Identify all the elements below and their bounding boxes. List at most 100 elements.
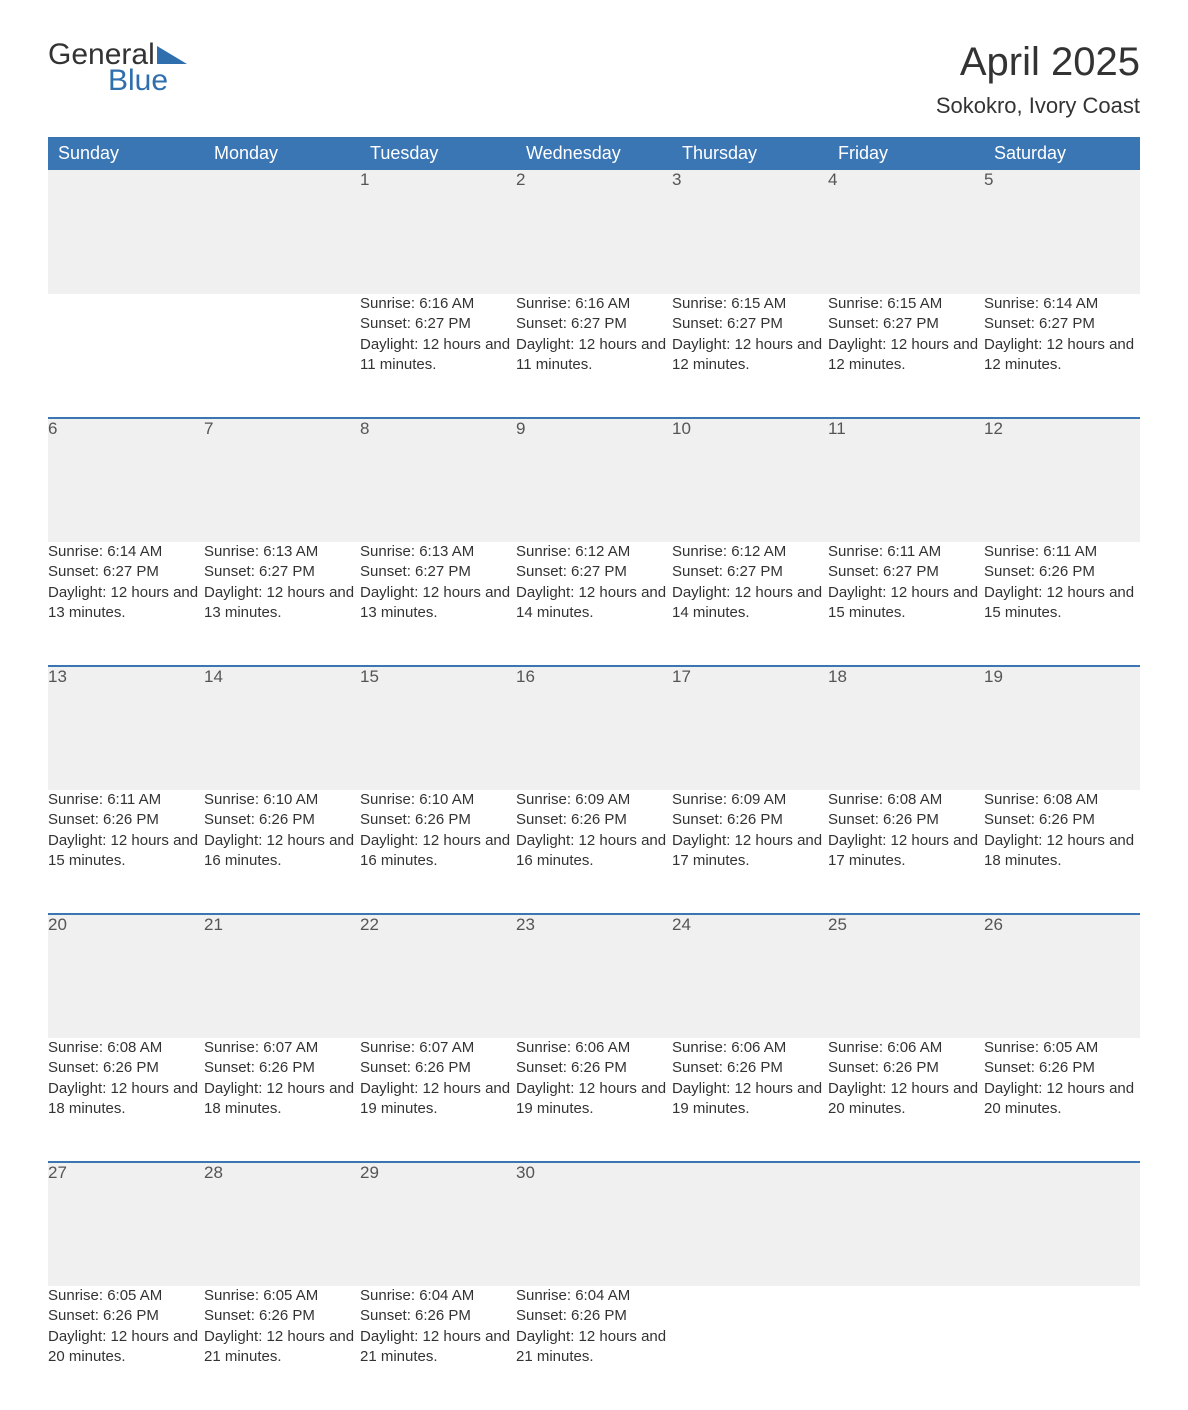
sunset-text: Sunset: 6:26 PM xyxy=(48,1058,204,1078)
day-content-cell: Sunrise: 6:12 AMSunset: 6:27 PMDaylight:… xyxy=(516,542,672,666)
sunrise-text: Sunrise: 6:09 AM xyxy=(672,790,828,810)
day-content-row: Sunrise: 6:08 AMSunset: 6:26 PMDaylight:… xyxy=(48,1038,1140,1162)
weekday-header: Tuesday xyxy=(360,137,516,170)
daylight-text: Daylight: 12 hours and 20 minutes. xyxy=(828,1079,984,1120)
sunrise-text: Sunrise: 6:12 AM xyxy=(516,542,672,562)
sunrise-text: Sunrise: 6:12 AM xyxy=(672,542,828,562)
day-number-cell: 12 xyxy=(984,418,1140,542)
sunset-text: Sunset: 6:27 PM xyxy=(516,314,672,334)
sunrise-text: Sunrise: 6:11 AM xyxy=(828,542,984,562)
day-content-cell: Sunrise: 6:11 AMSunset: 6:27 PMDaylight:… xyxy=(828,542,984,666)
daylight-text: Daylight: 12 hours and 14 minutes. xyxy=(672,583,828,624)
day-content-cell: Sunrise: 6:14 AMSunset: 6:27 PMDaylight:… xyxy=(48,542,204,666)
day-content-cell: Sunrise: 6:05 AMSunset: 6:26 PMDaylight:… xyxy=(48,1286,204,1410)
sunset-text: Sunset: 6:26 PM xyxy=(672,810,828,830)
weekday-header-row: SundayMondayTuesdayWednesdayThursdayFrid… xyxy=(48,137,1140,170)
day-number-cell: 16 xyxy=(516,666,672,790)
day-content-cell xyxy=(984,1286,1140,1410)
day-number-cell: 6 xyxy=(48,418,204,542)
location: Sokokro, Ivory Coast xyxy=(936,93,1140,119)
day-content-row: Sunrise: 6:16 AMSunset: 6:27 PMDaylight:… xyxy=(48,294,1140,418)
sunrise-text: Sunrise: 6:09 AM xyxy=(516,790,672,810)
day-number-cell: 11 xyxy=(828,418,984,542)
day-content-row: Sunrise: 6:14 AMSunset: 6:27 PMDaylight:… xyxy=(48,542,1140,666)
day-content-cell: Sunrise: 6:06 AMSunset: 6:26 PMDaylight:… xyxy=(516,1038,672,1162)
weekday-header: Thursday xyxy=(672,137,828,170)
sunrise-text: Sunrise: 6:14 AM xyxy=(48,542,204,562)
day-number-cell: 25 xyxy=(828,914,984,1038)
sunset-text: Sunset: 6:26 PM xyxy=(360,1058,516,1078)
day-number-cell xyxy=(48,170,204,294)
sunrise-text: Sunrise: 6:10 AM xyxy=(360,790,516,810)
sunset-text: Sunset: 6:26 PM xyxy=(360,1306,516,1326)
sunrise-text: Sunrise: 6:06 AM xyxy=(828,1038,984,1058)
sunset-text: Sunset: 6:26 PM xyxy=(516,810,672,830)
daylight-text: Daylight: 12 hours and 20 minutes. xyxy=(984,1079,1140,1120)
day-content-cell: Sunrise: 6:05 AMSunset: 6:26 PMDaylight:… xyxy=(204,1286,360,1410)
daylight-text: Daylight: 12 hours and 12 minutes. xyxy=(984,335,1140,376)
weekday-header: Sunday xyxy=(48,137,204,170)
sunset-text: Sunset: 6:27 PM xyxy=(672,314,828,334)
day-number-row: 6789101112 xyxy=(48,418,1140,542)
weekday-header: Wednesday xyxy=(516,137,672,170)
day-content-cell: Sunrise: 6:07 AMSunset: 6:26 PMDaylight:… xyxy=(204,1038,360,1162)
day-number-cell: 19 xyxy=(984,666,1140,790)
sunrise-text: Sunrise: 6:04 AM xyxy=(360,1286,516,1306)
daylight-text: Daylight: 12 hours and 13 minutes. xyxy=(204,583,360,624)
day-number-cell: 10 xyxy=(672,418,828,542)
day-content-cell: Sunrise: 6:10 AMSunset: 6:26 PMDaylight:… xyxy=(360,790,516,914)
sunrise-text: Sunrise: 6:16 AM xyxy=(360,294,516,314)
day-number-cell: 20 xyxy=(48,914,204,1038)
sunrise-text: Sunrise: 6:06 AM xyxy=(672,1038,828,1058)
sunset-text: Sunset: 6:26 PM xyxy=(204,1058,360,1078)
sunrise-text: Sunrise: 6:13 AM xyxy=(360,542,516,562)
day-content-cell: Sunrise: 6:10 AMSunset: 6:26 PMDaylight:… xyxy=(204,790,360,914)
day-number-row: 12345 xyxy=(48,170,1140,294)
daylight-text: Daylight: 12 hours and 15 minutes. xyxy=(828,583,984,624)
day-content-cell: Sunrise: 6:08 AMSunset: 6:26 PMDaylight:… xyxy=(828,790,984,914)
day-number-cell: 30 xyxy=(516,1162,672,1286)
day-content-cell: Sunrise: 6:11 AMSunset: 6:26 PMDaylight:… xyxy=(984,542,1140,666)
sunrise-text: Sunrise: 6:10 AM xyxy=(204,790,360,810)
sunrise-text: Sunrise: 6:08 AM xyxy=(984,790,1140,810)
day-number-cell: 18 xyxy=(828,666,984,790)
day-content-cell: Sunrise: 6:07 AMSunset: 6:26 PMDaylight:… xyxy=(360,1038,516,1162)
header: General Blue April 2025 Sokokro, Ivory C… xyxy=(48,40,1140,119)
daylight-text: Daylight: 12 hours and 11 minutes. xyxy=(516,335,672,376)
day-content-cell: Sunrise: 6:16 AMSunset: 6:27 PMDaylight:… xyxy=(360,294,516,418)
daylight-text: Daylight: 12 hours and 15 minutes. xyxy=(48,831,204,872)
daylight-text: Daylight: 12 hours and 21 minutes. xyxy=(204,1327,360,1368)
day-number-cell: 7 xyxy=(204,418,360,542)
day-content-cell: Sunrise: 6:08 AMSunset: 6:26 PMDaylight:… xyxy=(48,1038,204,1162)
day-content-cell xyxy=(672,1286,828,1410)
day-content-cell: Sunrise: 6:13 AMSunset: 6:27 PMDaylight:… xyxy=(204,542,360,666)
flag-icon xyxy=(157,46,187,66)
daylight-text: Daylight: 12 hours and 18 minutes. xyxy=(48,1079,204,1120)
sunrise-text: Sunrise: 6:16 AM xyxy=(516,294,672,314)
sunset-text: Sunset: 6:27 PM xyxy=(360,562,516,582)
daylight-text: Daylight: 12 hours and 19 minutes. xyxy=(672,1079,828,1120)
daylight-text: Daylight: 12 hours and 14 minutes. xyxy=(516,583,672,624)
day-number-cell: 5 xyxy=(984,170,1140,294)
daylight-text: Daylight: 12 hours and 17 minutes. xyxy=(672,831,828,872)
sunrise-text: Sunrise: 6:14 AM xyxy=(984,294,1140,314)
weekday-header: Friday xyxy=(828,137,984,170)
sunset-text: Sunset: 6:27 PM xyxy=(204,562,360,582)
day-number-cell: 15 xyxy=(360,666,516,790)
sunrise-text: Sunrise: 6:04 AM xyxy=(516,1286,672,1306)
daylight-text: Daylight: 12 hours and 13 minutes. xyxy=(360,583,516,624)
sunrise-text: Sunrise: 6:05 AM xyxy=(984,1038,1140,1058)
day-number-cell: 3 xyxy=(672,170,828,294)
day-number-cell: 28 xyxy=(204,1162,360,1286)
calendar-body: 12345Sunrise: 6:16 AMSunset: 6:27 PMDayl… xyxy=(48,170,1140,1410)
sunset-text: Sunset: 6:26 PM xyxy=(828,1058,984,1078)
sunrise-text: Sunrise: 6:08 AM xyxy=(48,1038,204,1058)
day-number-row: 13141516171819 xyxy=(48,666,1140,790)
day-content-cell: Sunrise: 6:05 AMSunset: 6:26 PMDaylight:… xyxy=(984,1038,1140,1162)
sunrise-text: Sunrise: 6:07 AM xyxy=(204,1038,360,1058)
day-content-cell xyxy=(48,294,204,418)
daylight-text: Daylight: 12 hours and 21 minutes. xyxy=(360,1327,516,1368)
sunrise-text: Sunrise: 6:06 AM xyxy=(516,1038,672,1058)
daylight-text: Daylight: 12 hours and 19 minutes. xyxy=(516,1079,672,1120)
day-number-row: 27282930 xyxy=(48,1162,1140,1286)
